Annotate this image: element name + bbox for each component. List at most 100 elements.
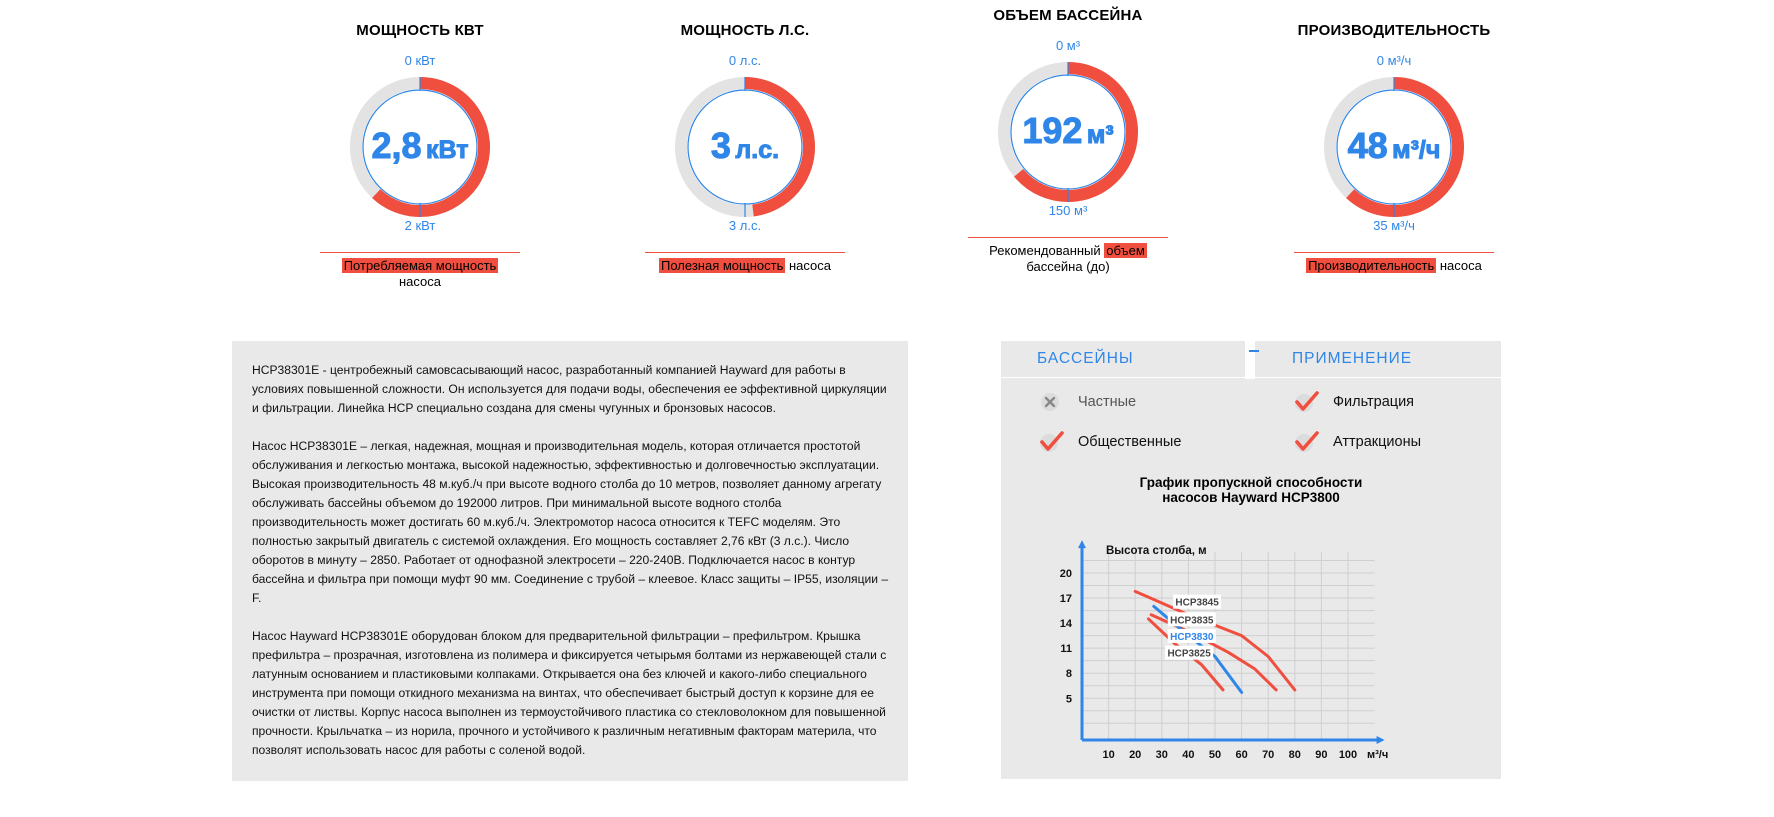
gauge-value: 48 м³/ч [1294,125,1494,167]
gauge-1: МОЩНОСТЬ КВТ 0 кВт 2,8 кВт 2 кВт Потребляема… [320,20,520,289]
cross-icon [1041,393,1059,411]
option-label: Частные [1078,394,1137,410]
x-tick-label: 30 [1156,749,1168,761]
option-label: Общественные [1078,434,1182,450]
gauge-min-label: 0 м³ [1055,38,1081,53]
gauge-ring [350,77,490,217]
tab-divider [1001,377,1245,378]
gauge-ring [998,62,1138,202]
gauge-value-number: 48 [1347,125,1388,167]
gauge-caption: Потребляемая мощность насоса [320,258,520,290]
gauge-value: 2,8 кВт [320,125,520,167]
caption-text: насоса [398,274,441,289]
gauge-value-unit: м³ [1086,121,1114,150]
gauge-value: 192 м³ [968,110,1168,152]
series-tag-bg [1173,594,1222,609]
gauge-value-number: 3 [710,125,731,167]
description-panel: HCP38301E - центробежный самовсасывающий… [232,341,908,781]
gauge-title: МОЩНОСТЬ КВТ [356,22,484,39]
y-tick-label: 14 [1060,618,1073,630]
y-axis-label: Высота столба, м [1106,545,1207,557]
gauge-min-label: 0 л.с. [728,53,762,68]
description-paragraph: HCP38301E - центробежный самовсасывающий… [252,363,887,415]
caption-text: насоса [1436,258,1482,273]
series-name-label: HCP3825 [1167,649,1211,660]
tab-divider [1255,377,1501,378]
gauge-value-unit: м³/ч [1392,136,1441,165]
x-tick-label: 50 [1209,749,1221,761]
caption-text: бассейна (до) [1026,259,1110,274]
tab-application[interactable]: ПРИМЕНЕНИЕ [1292,350,1413,367]
chart-title-line: насосов Hayward HCP3800 [1162,490,1340,505]
caption-highlight: объем [1104,243,1147,258]
caption-text: насоса [785,258,831,273]
series-tag-bg [1165,645,1214,660]
x-axis-arrow [1376,736,1385,744]
x-tick-label: 20 [1129,749,1141,761]
gauge-caption: Рекомендованный объем бассейна (до) [968,243,1168,275]
x-tick-label: 90 [1315,749,1327,761]
x-tick-label: 80 [1289,749,1301,761]
gauge-max-label: 150 м³ [1048,203,1088,218]
option-label: Фильтрация [1333,394,1415,410]
x-tick-label: 70 [1262,749,1274,761]
x-tick-label: 60 [1235,749,1247,761]
series-name-label: HCP3835 [1170,615,1214,626]
caption-highlight: Производительность [1306,258,1437,273]
chart-title-line: График пропускной способности [1139,475,1363,490]
y-tick-label: 8 [1066,668,1072,680]
checkmark-icon [1295,431,1319,452]
series-tag-bg [1167,628,1216,643]
gauge-title: МОЩНОСТЬ Л.С. [680,22,810,39]
y-tick-label: 17 [1060,593,1072,605]
gauge-value-number: 2,8 [371,125,422,167]
series-name-label: HCP3845 [1175,598,1219,609]
caption-text: Рекомендованный [989,243,1105,258]
gauge-divider [968,237,1168,238]
gauge-fill-arc [1346,77,1464,217]
gauge-value-number: 192 [1022,110,1083,152]
gauge-divider [645,252,845,253]
description-paragraph: Насос HCP38301E – легкая, надежная, мощн… [252,439,889,605]
gauge-value: 3 л.с. [645,125,845,167]
gauge-caption: Полезная мощность насоса [645,258,845,274]
tab-indicator [1249,350,1259,352]
gauge-2: МОЩНОСТЬ Л.С. 0 л.с. 3 л.с. 3 л.с. Полезная … [645,20,845,280]
option-label: Аттракционы [1333,434,1422,450]
y-tick-label: 5 [1066,693,1072,705]
checkmark-icon [1040,431,1064,452]
y-tick-label: 11 [1060,643,1072,655]
gauge-min-label: 0 кВт [404,53,436,68]
tab-separator [1245,341,1255,379]
throughput-chart: 10 20 30 40 50 60 70 80 90 100 5 8 11 14 17 20 Высота ст… [1060,540,1388,761]
gauge-divider [320,252,520,253]
x-tick-label: 10 [1102,749,1114,761]
y-tick-label: 20 [1060,568,1072,580]
gauge-fill-arc [744,77,815,217]
gauge-4: ПРОИЗВОДИТЕЛЬНОСТЬ 0 м³/ч 48 м³/ч 35 м³/ч Пр… [1294,20,1494,280]
description-paragraph: Насос Hayward HCP38301E оборудован блоко… [252,629,887,757]
x-tick-label: 100 [1339,749,1357,761]
gauge-value-unit: кВт [425,136,469,165]
checkmark-icon [1295,391,1319,412]
series-name-label: HCP3830 [1170,632,1214,643]
series-tag-bg [1167,612,1216,627]
gauge-fill-arc [372,77,490,217]
chart-title: График пропускной способности насосов Ha… [1001,475,1501,505]
gauge-title: ОБЪЕМ БАССЕЙНА [993,7,1143,24]
gauge-title: ПРОИЗВОДИТЕЛЬНОСТЬ [1297,22,1491,39]
gauge-value-unit: л.с. [735,136,780,165]
gauge-caption: Производительность насоса [1294,258,1494,274]
gauge-ring [675,77,815,217]
gauge-fill-arc [1014,62,1138,202]
features-panel: БАССЕЙНЫ ПРИМЕНЕНИЕ Частные Общественные… [1001,341,1501,779]
gauge-3: ОБЪЕМ БАССЕЙНА 0 м³ 192 м³ 150 м³ Рекомендов… [968,5,1168,274]
gauge-max-label: 3 л.с. [728,218,762,233]
caption-highlight: Потребляемая мощность [341,258,499,273]
gauge-min-label: 0 м³/ч [1376,53,1412,68]
caption-highlight: Полезная мощность [659,258,786,273]
gauge-ring [1324,77,1464,217]
gauge-max-label: 35 м³/ч [1373,218,1415,233]
x-tick-label: 40 [1182,749,1194,761]
tab-pools[interactable]: БАССЕЙНЫ [1037,350,1134,367]
